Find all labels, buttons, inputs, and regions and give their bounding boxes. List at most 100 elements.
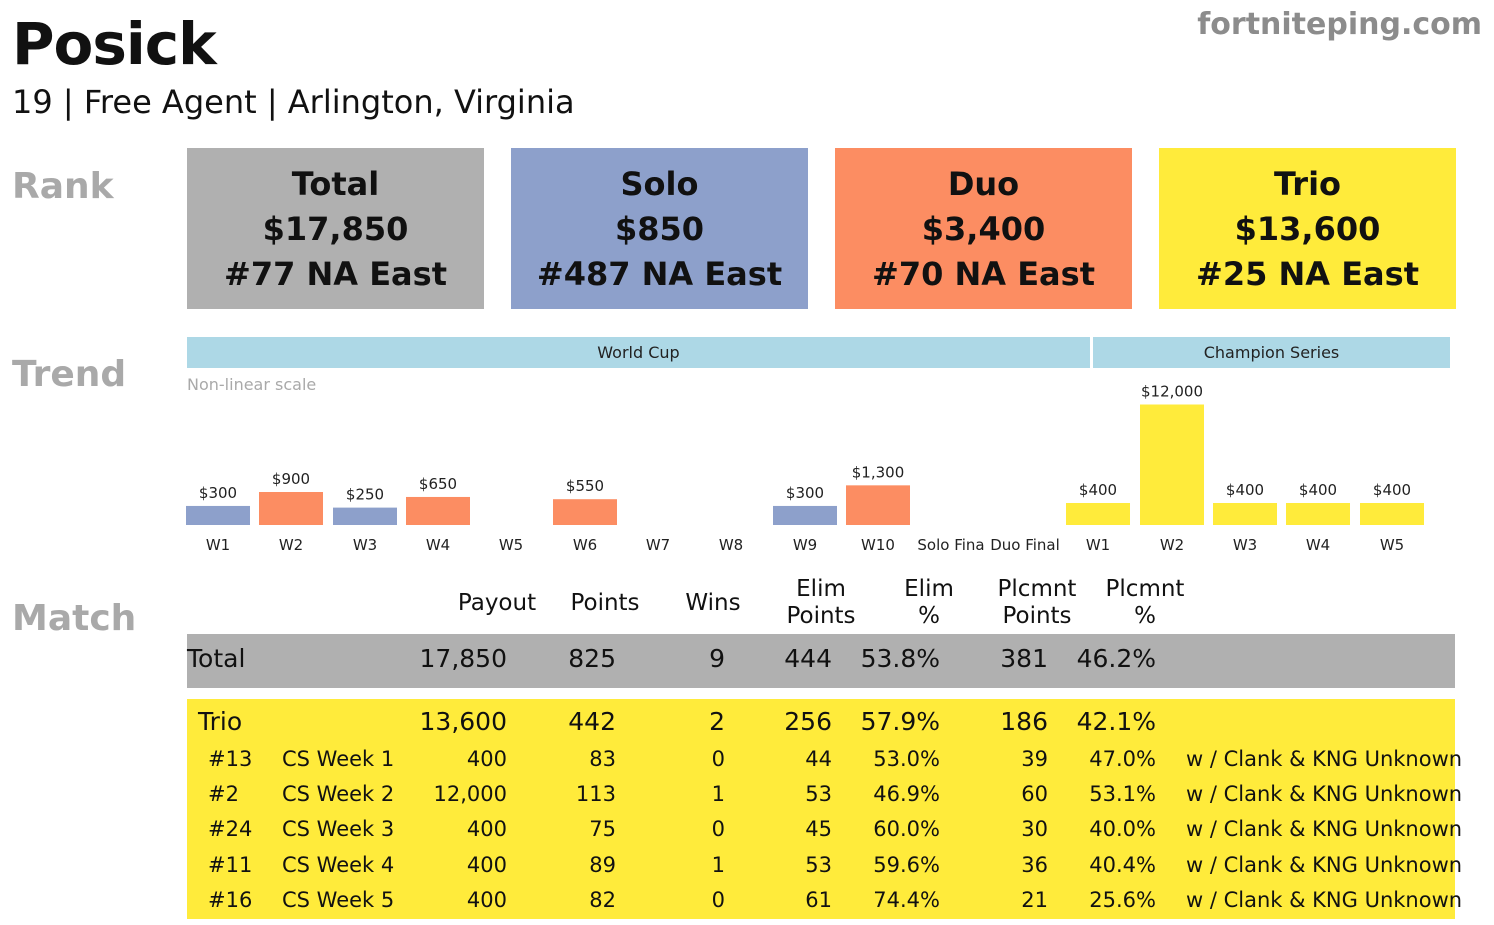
row-wins: 1 [711, 782, 725, 807]
total-elim_points: 444 [784, 644, 832, 673]
row-team: w / Clank & KNG Unknown [1186, 747, 1463, 771]
row-place: #2 [208, 782, 239, 807]
bar-9 [846, 485, 910, 525]
site-logo[interactable]: fortniteping.com [1197, 7, 1482, 42]
match-label: Match [12, 598, 137, 639]
bar-value-label: $300 [199, 484, 237, 502]
row-place: #11 [208, 852, 253, 877]
bar-13 [1140, 404, 1204, 525]
bar-0 [186, 505, 250, 525]
rank-rank: #25 NA East [1196, 255, 1419, 293]
row-wins: 1 [711, 852, 725, 877]
total-points: 825 [568, 644, 616, 673]
trio-points: 442 [568, 707, 616, 736]
row-points: 82 [589, 887, 616, 912]
row-points: 89 [589, 852, 616, 877]
row-points: 113 [575, 782, 616, 807]
table-row: #2 CS Week 2 12,000 113 1 53 46.9% 60 53.1% w / C… [187, 782, 1462, 812]
trio-plc_points: 186 [1000, 707, 1048, 736]
total-elim_pct: 53.8% [860, 644, 940, 673]
col-header-6: Plcmnt% [1085, 576, 1205, 630]
trio-payout: 13,600 [419, 707, 507, 736]
row-payout: 12,000 [433, 782, 507, 807]
x-tick-label: W1 [206, 536, 230, 554]
rank-title: Trio [1273, 165, 1342, 203]
total-payout: 17,850 [419, 644, 507, 673]
row-place: #16 [208, 887, 253, 912]
bar-value-label: $650 [419, 475, 457, 493]
row-event: CS Week 3 [282, 817, 395, 842]
trio-plc_pct: 42.1% [1076, 707, 1156, 736]
col-header-1: Points [545, 590, 665, 617]
bar-5 [553, 499, 617, 525]
row-event: CS Week 4 [282, 852, 395, 877]
col-header-line: Plcmnt [1105, 576, 1185, 602]
x-tick-label: W2 [279, 536, 303, 554]
row-points: 83 [589, 747, 616, 771]
row-plc_points: 30 [1021, 817, 1048, 842]
rank-title: Total [291, 165, 380, 203]
rank-amount: $17,850 [262, 210, 409, 248]
rank-amount: $13,600 [1234, 210, 1381, 248]
row-elim_points: 45 [805, 817, 832, 842]
trend-chart: $300 W1 $900 W2 $250 W3 $650 W4 W5 $550 W6 W7 W8 $300… [186, 383, 1424, 554]
row-team: w / Clank & KNG Unknown [1186, 852, 1463, 877]
row-plc_points: 39 [1021, 747, 1048, 771]
row-team: w / Clank & KNG Unknown [1186, 817, 1463, 842]
row-place: #13 [208, 747, 253, 771]
rank-rank: #70 NA East [872, 255, 1095, 293]
col-header-line: Wins [685, 590, 741, 616]
col-header-4: Elim% [869, 576, 989, 630]
total-plc_pct: 46.2% [1076, 644, 1156, 673]
col-header-line: Points [570, 590, 640, 616]
rank-box-total: Total $17,850 #77 NA East [187, 148, 484, 309]
player-info: 19 | Free Agent | Arlington, Virginia [12, 83, 575, 121]
row-elim_points: 53 [805, 782, 832, 807]
bar-value-label: $250 [346, 486, 384, 504]
rank-title: Duo [947, 165, 1020, 203]
bar-value-label: $12,000 [1141, 383, 1203, 401]
bar-value-label: $300 [786, 484, 824, 502]
col-header-line: Plcmnt [997, 576, 1077, 602]
row-elim_points: 53 [805, 852, 832, 877]
bar-value-label: $400 [1373, 481, 1411, 499]
bar-3 [406, 496, 470, 525]
rank-rank: #487 NA East [536, 255, 783, 293]
bar-15 [1286, 503, 1350, 525]
table-row: #13 CS Week 1 400 83 0 44 53.0% 39 47.0% w / Clan… [187, 747, 1462, 777]
band-champion-series: Champion Series [1093, 337, 1450, 368]
x-tick-label: Solo Fina [917, 536, 984, 554]
bar-16 [1360, 503, 1424, 525]
col-header-line: Points [786, 603, 856, 629]
total-label: Total [187, 644, 246, 673]
bar-value-label: $400 [1299, 481, 1337, 499]
row-elim_points: 61 [805, 887, 832, 912]
x-tick-label: W3 [353, 536, 377, 554]
col-header-line: Points [1002, 603, 1072, 629]
x-tick-label: W8 [719, 536, 743, 554]
row-points: 75 [589, 817, 616, 842]
row-team: w / Clank & KNG Unknown [1186, 887, 1463, 912]
bar-value-label: $900 [272, 470, 310, 488]
bar-value-label: $550 [566, 477, 604, 495]
row-event: CS Week 5 [282, 887, 395, 912]
bar-value-label: $1,300 [852, 463, 905, 481]
col-header-line: Elim [796, 576, 846, 602]
x-tick-label: W6 [573, 536, 597, 554]
trio-elim_points: 256 [784, 707, 832, 736]
x-tick-label: W2 [1160, 536, 1184, 554]
x-tick-label: W5 [1380, 536, 1404, 554]
row-plc_pct: 47.0% [1089, 747, 1156, 771]
x-tick-label: W4 [426, 536, 450, 554]
row-payout: 400 [466, 817, 507, 842]
trio-wins: 2 [709, 707, 725, 736]
row-plc_pct: 53.1% [1089, 782, 1156, 807]
player-name: Posick [12, 10, 217, 78]
col-header-line: Payout [457, 590, 537, 616]
row-elim_pct: 53.0% [873, 747, 940, 771]
row-event: CS Week 1 [282, 747, 395, 771]
table-row: #24 CS Week 3 400 75 0 45 60.0% 30 40.0% w / Clan… [187, 817, 1462, 847]
row-elim_pct: 46.9% [873, 782, 940, 807]
row-plc_points: 60 [1021, 782, 1048, 807]
row-wins: 0 [711, 747, 725, 771]
